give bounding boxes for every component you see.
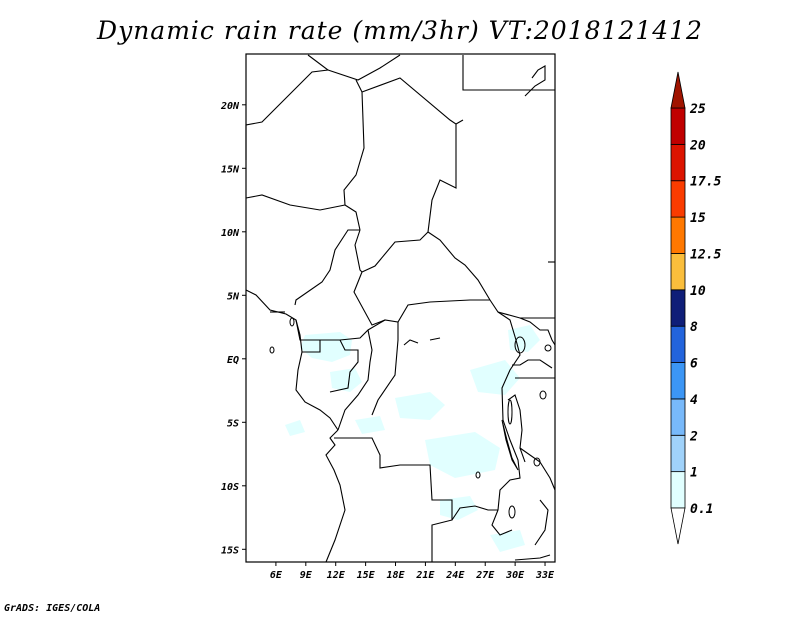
- boundary-lines: [245, 54, 556, 563]
- lat-tick-label: EQ: [227, 355, 239, 366]
- lat-tick-label: 20N: [220, 101, 240, 112]
- colorbar-segment: [670, 471, 686, 509]
- colorbar-segment: [670, 325, 686, 363]
- lat-tick-label: 10S: [221, 482, 239, 493]
- map-frame: [245, 53, 556, 563]
- colorbar-segment: [670, 398, 686, 436]
- colorbar-label: 0.1: [690, 502, 713, 517]
- longitude-ticks: 6E 9E 12E 15E 18E 21E 24E 27E 30E 33E: [270, 562, 555, 581]
- lat-tick-label: 5S: [227, 418, 239, 429]
- lon-tick-label: 21E: [415, 570, 435, 581]
- colorbar-label: 2: [689, 429, 698, 444]
- colorbar-label: 4: [690, 393, 698, 408]
- colorbar-segment: [670, 180, 686, 218]
- lat-tick-label: 15N: [221, 164, 240, 175]
- colorbar-label: 8: [690, 320, 698, 335]
- lat-tick-label: 15S: [221, 545, 239, 556]
- lon-tick-label: 24E: [445, 570, 465, 581]
- colorbar-label: 15: [690, 211, 706, 226]
- lon-tick-label: 6E: [270, 570, 283, 581]
- colorbar-segment: [670, 107, 686, 145]
- footer-credit: GrADS: IGES/COLA: [4, 603, 101, 614]
- colorbar-label: 12.5: [690, 247, 721, 262]
- colorbar-label: 1: [690, 466, 698, 481]
- lon-tick-label: 33E: [535, 570, 555, 581]
- map-title: Dynamic rain rate (mm/3hr) VT:2018121412: [97, 16, 703, 45]
- colorbar-label: 6: [690, 357, 698, 372]
- lakes: [269, 317, 552, 519]
- colorbar: 0.1 1 2 4 6 8 10 12.5 15 17.5 20 25: [670, 71, 721, 545]
- colorbar-segment: [670, 289, 686, 327]
- lon-tick-label: 15E: [357, 570, 376, 581]
- colorbar-segment: [670, 434, 686, 473]
- colorbar-top-arrow: [670, 71, 686, 109]
- colorbar-label: 20: [689, 138, 706, 153]
- colorbar-label: 25: [689, 102, 706, 117]
- colorbar-segment: [670, 362, 686, 400]
- rain-patches: [285, 325, 540, 552]
- lon-tick-label: 30E: [505, 570, 525, 581]
- lat-tick-label: 5N: [227, 291, 240, 302]
- colorbar-segment: [670, 216, 686, 254]
- map-panel: 20N 15N 10N 5N EQ 5S 10S 15S 6E 9E 12E 15E 18E 21E 24…: [220, 53, 556, 581]
- lon-tick-label: 27E: [475, 570, 495, 581]
- lon-tick-label: 9E: [300, 570, 313, 581]
- colorbar-bottom-arrow: [670, 507, 686, 545]
- colorbar-label: 10: [690, 284, 706, 299]
- latitude-ticks: 20N 15N 10N 5N EQ 5S 10S 15S: [220, 101, 246, 556]
- lat-tick-label: 10N: [221, 228, 240, 239]
- lon-tick-label: 18E: [386, 570, 405, 581]
- lon-tick-label: 12E: [327, 570, 346, 581]
- colorbar-segment: [670, 143, 686, 182]
- colorbar-label: 17.5: [690, 175, 721, 190]
- colorbar-segment: [670, 253, 686, 291]
